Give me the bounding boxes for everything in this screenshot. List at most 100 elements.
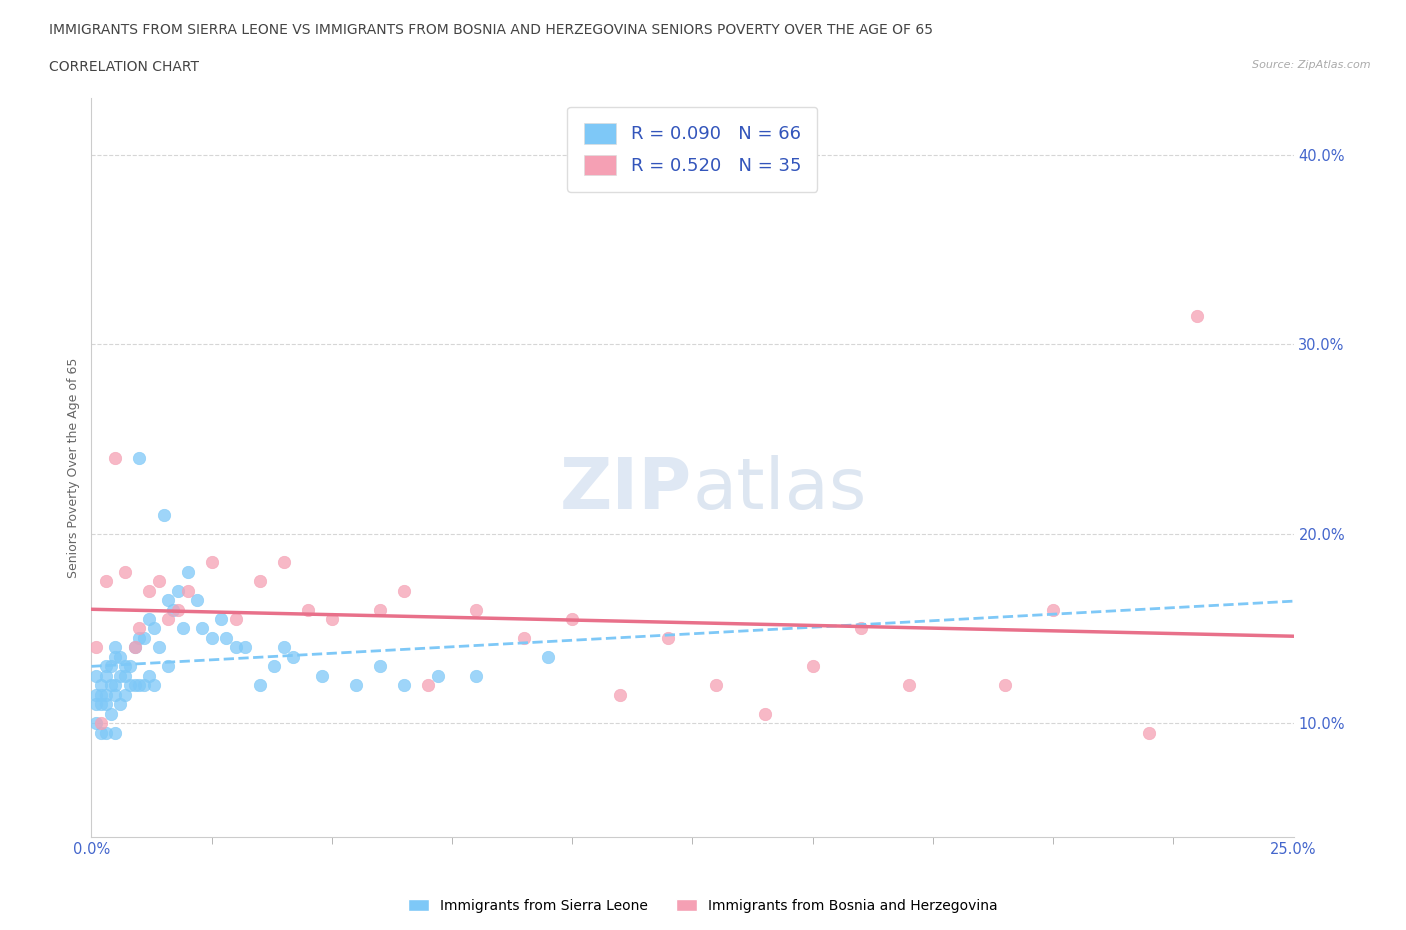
Point <box>104 687 127 702</box>
Point <box>392 678 415 693</box>
Point <box>426 669 449 684</box>
Point <box>465 669 488 684</box>
Point <box>128 621 150 636</box>
Point <box>142 678 165 693</box>
Point <box>84 669 107 684</box>
Point <box>94 725 117 740</box>
Point <box>84 687 107 702</box>
Point <box>138 669 160 684</box>
Point <box>157 659 180 674</box>
Point <box>118 678 141 693</box>
Text: Source: ZipAtlas.com: Source: ZipAtlas.com <box>1253 60 1371 71</box>
Point <box>114 659 136 674</box>
Point <box>128 450 150 465</box>
Point <box>104 725 127 740</box>
Point <box>110 649 132 664</box>
Point <box>114 687 136 702</box>
Point <box>138 583 160 598</box>
Point <box>157 592 180 607</box>
Point <box>124 678 146 693</box>
Point <box>994 678 1017 693</box>
Point <box>344 678 367 693</box>
Point <box>311 669 333 684</box>
Point <box>465 602 488 617</box>
Point <box>273 640 295 655</box>
Point <box>233 640 256 655</box>
Point <box>152 507 174 522</box>
Point <box>128 631 150 645</box>
Point <box>249 678 271 693</box>
Point <box>104 649 127 664</box>
Point <box>368 602 391 617</box>
Point <box>84 697 107 711</box>
Point <box>191 621 214 636</box>
Point <box>297 602 319 617</box>
Point <box>249 574 271 589</box>
Point <box>142 621 165 636</box>
Point <box>186 592 208 607</box>
Point <box>134 631 156 645</box>
Legend: Immigrants from Sierra Leone, Immigrants from Bosnia and Herzegovina: Immigrants from Sierra Leone, Immigrants… <box>404 894 1002 919</box>
Point <box>90 716 112 731</box>
Point <box>801 659 824 674</box>
Point <box>225 640 247 655</box>
Point <box>110 697 132 711</box>
Point <box>124 640 146 655</box>
Point <box>321 612 343 627</box>
Point <box>368 659 391 674</box>
Point <box>176 583 198 598</box>
Text: IMMIGRANTS FROM SIERRA LEONE VS IMMIGRANTS FROM BOSNIA AND HERZEGOVINA SENIORS P: IMMIGRANTS FROM SIERRA LEONE VS IMMIGRAN… <box>49 23 934 37</box>
Point <box>104 450 127 465</box>
Point <box>172 621 194 636</box>
Point <box>114 669 136 684</box>
Point <box>706 678 728 693</box>
Point <box>157 612 180 627</box>
Point <box>201 554 224 569</box>
Point <box>176 565 198 579</box>
Point <box>167 602 190 617</box>
Point <box>94 659 117 674</box>
Point <box>273 554 295 569</box>
Point <box>657 631 679 645</box>
Legend: R = 0.090   N = 66, R = 0.520   N = 35: R = 0.090 N = 66, R = 0.520 N = 35 <box>568 107 817 192</box>
Point <box>90 697 112 711</box>
Point <box>225 612 247 627</box>
Point <box>104 640 127 655</box>
Point <box>609 687 631 702</box>
Point <box>537 649 560 664</box>
Point <box>1187 308 1209 323</box>
Point <box>263 659 285 674</box>
Point <box>162 602 184 617</box>
Point <box>110 669 132 684</box>
Point <box>100 659 122 674</box>
Point <box>104 678 127 693</box>
Point <box>94 687 117 702</box>
Text: CORRELATION CHART: CORRELATION CHART <box>49 60 200 74</box>
Point <box>561 612 583 627</box>
Y-axis label: Seniors Poverty Over the Age of 65: Seniors Poverty Over the Age of 65 <box>67 357 80 578</box>
Point <box>138 612 160 627</box>
Point <box>167 583 190 598</box>
Point <box>90 725 112 740</box>
Point <box>84 716 107 731</box>
Point <box>392 583 415 598</box>
Point <box>100 707 122 722</box>
Point <box>124 640 146 655</box>
Point <box>100 678 122 693</box>
Point <box>209 612 232 627</box>
Point <box>94 669 117 684</box>
Point <box>283 649 305 664</box>
Point <box>94 574 117 589</box>
Point <box>849 621 872 636</box>
Point <box>513 631 536 645</box>
Point <box>94 697 117 711</box>
Text: ZIP: ZIP <box>560 455 692 524</box>
Point <box>128 678 150 693</box>
Point <box>1042 602 1064 617</box>
Point <box>114 565 136 579</box>
Point <box>897 678 920 693</box>
Point <box>215 631 238 645</box>
Point <box>148 574 170 589</box>
Point <box>118 659 141 674</box>
Point <box>90 687 112 702</box>
